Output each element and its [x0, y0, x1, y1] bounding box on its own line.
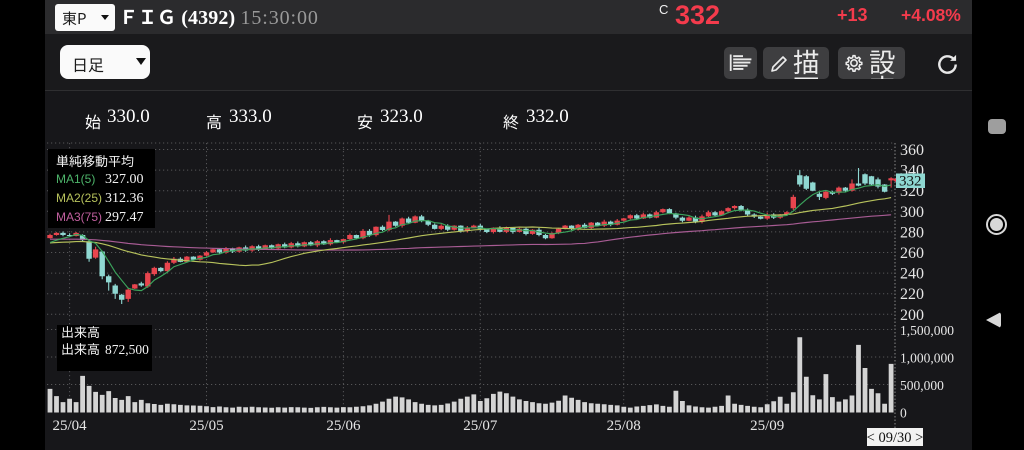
svg-text:332: 332	[899, 174, 922, 190]
svg-text:25/05: 25/05	[189, 418, 223, 434]
svg-text:280: 280	[900, 224, 924, 241]
svg-text:240: 240	[900, 266, 924, 283]
svg-text:< 09/30 >: < 09/30 >	[867, 430, 924, 446]
svg-text:25/08: 25/08	[607, 418, 641, 434]
svg-text:1,500,000: 1,500,000	[900, 323, 954, 338]
svg-text:360: 360	[900, 142, 924, 159]
svg-text:25/06: 25/06	[326, 418, 361, 434]
svg-text:25/09: 25/09	[750, 418, 784, 434]
svg-text:1,000,000: 1,000,000	[900, 351, 954, 366]
svg-text:220: 220	[900, 286, 924, 303]
svg-text:260: 260	[900, 245, 924, 262]
svg-text:500,000: 500,000	[900, 378, 944, 393]
svg-text:25/04: 25/04	[53, 418, 88, 434]
svg-text:300: 300	[900, 204, 924, 221]
svg-text:200: 200	[900, 307, 924, 324]
svg-text:25/07: 25/07	[463, 418, 498, 434]
svg-text:0: 0	[900, 406, 907, 421]
